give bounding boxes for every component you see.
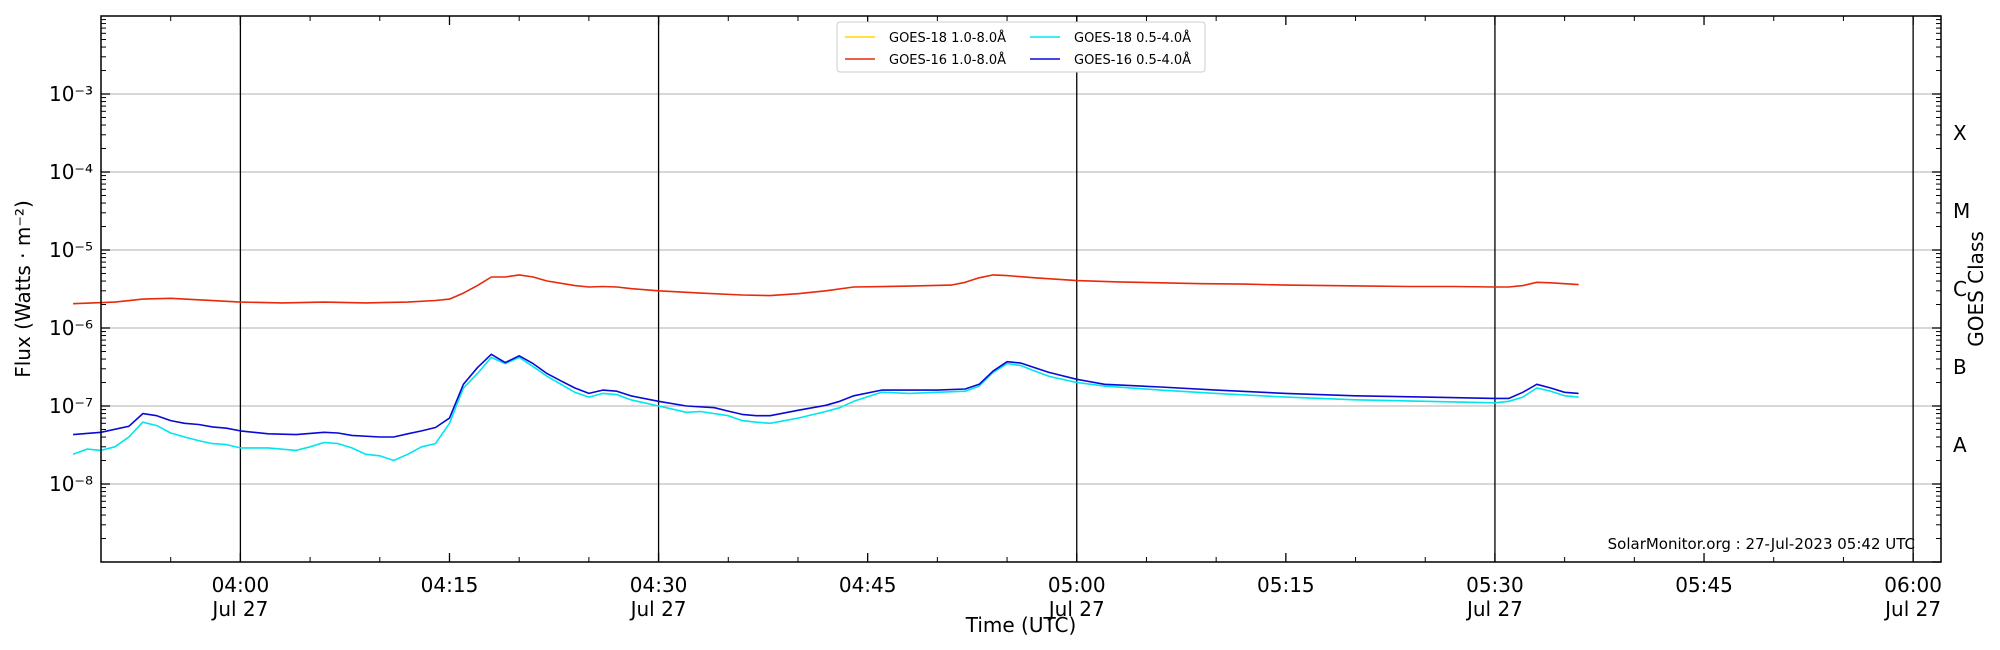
goes-class-label: M bbox=[1953, 199, 1970, 223]
series-line-1 bbox=[73, 274, 1579, 305]
y-tick-label: 10⁻⁵ bbox=[49, 238, 93, 262]
x-tick-date-label: Jul 27 bbox=[629, 597, 687, 621]
x-axis-title: Time (UTC) bbox=[965, 613, 1077, 637]
x-tick-label: 05:15 bbox=[1257, 573, 1315, 597]
y-tick-label: 10⁻⁸ bbox=[49, 472, 93, 496]
x-tick-date-label: Jul 27 bbox=[1465, 597, 1523, 621]
y-axis-ticks: 10⁻⁸ 10⁻⁷ 10⁻⁶ 10⁻⁵ 10⁻⁴ 10⁻³ bbox=[49, 15, 1941, 563]
series-lines bbox=[72, 274, 1579, 462]
source-annotation: SolarMonitor.org : 27-Jul-2023 05:42 UTC bbox=[1608, 535, 1915, 553]
series-line-2 bbox=[72, 356, 1579, 462]
x-tick-date-label: Jul 27 bbox=[1047, 597, 1105, 621]
legend-label: GOES-16 1.0-8.0Å bbox=[889, 52, 1006, 68]
legend-label: GOES-16 0.5-4.0Å bbox=[1074, 52, 1191, 68]
grid-lines bbox=[101, 93, 1941, 485]
goes-class-label: C bbox=[1953, 277, 1967, 301]
series-line-3 bbox=[73, 353, 1579, 438]
legend-box bbox=[836, 21, 1206, 73]
day-marker-lines bbox=[239, 16, 1914, 562]
x-tick-label: 05:30 bbox=[1466, 573, 1524, 597]
x-tick-label: 04:15 bbox=[421, 573, 479, 597]
y-tick-label: 10⁻⁷ bbox=[49, 394, 93, 418]
legend-label: GOES-18 1.0-8.0Å bbox=[889, 30, 1006, 46]
legend-label: GOES-18 0.5-4.0Å bbox=[1074, 30, 1191, 46]
goes-class-label: X bbox=[1953, 121, 1967, 145]
goes-class-label: B bbox=[1953, 355, 1967, 379]
legend: GOES-18 1.0-8.0Å GOES-16 1.0-8.0Å GOES-18 … bbox=[836, 21, 1206, 73]
plot-frame bbox=[100, 15, 1942, 563]
x-tick-label: 04:30 bbox=[630, 573, 688, 597]
y-tick-label: 10⁻³ bbox=[49, 82, 93, 106]
y-tick-label: 10⁻⁶ bbox=[49, 316, 93, 340]
x-tick-label: 04:00 bbox=[212, 573, 270, 597]
x-tick-label: 05:45 bbox=[1675, 573, 1733, 597]
goes-class-labels: A B C M X bbox=[1953, 121, 1970, 457]
y-axis-title: Flux (Watts · m⁻²) bbox=[11, 200, 35, 378]
right-axis-title: GOES Class bbox=[1964, 231, 1988, 347]
goes-class-label: A bbox=[1953, 433, 1967, 457]
y-tick-label: 10⁻⁴ bbox=[49, 160, 93, 184]
x-tick-label: 05:00 bbox=[1048, 573, 1106, 597]
x-tick-date-label: Jul 27 bbox=[1883, 597, 1941, 621]
x-tick-label: 06:00 bbox=[1884, 573, 1942, 597]
x-tick-date-label: Jul 27 bbox=[210, 597, 268, 621]
x-tick-label: 04:45 bbox=[839, 573, 897, 597]
